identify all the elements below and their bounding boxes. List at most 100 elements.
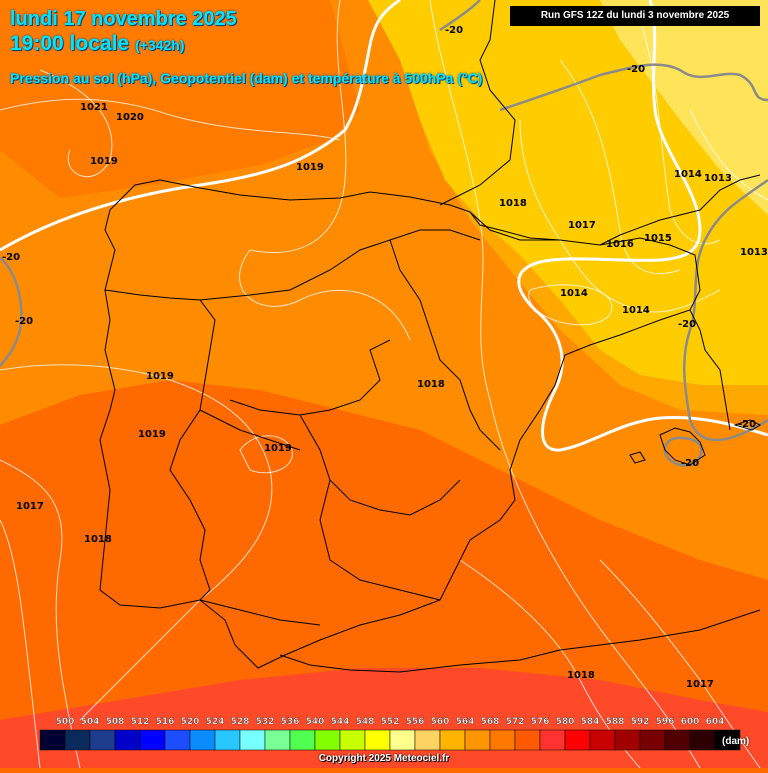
isobar-1017-a [0,519,41,769]
legend-tick-label: 512 [131,717,150,727]
legend-swatch [264,729,291,751]
pressure-label: 1014 [622,305,650,316]
pressure-label: 1018 [499,198,527,209]
local-time: 19:00 locale [10,32,130,55]
legend-tick-label: 540 [306,717,325,727]
legend-tick-label: 592 [631,717,650,727]
legend-tick-label: 584 [581,717,600,727]
legend-tick-label: 548 [356,717,375,727]
legend-tick-label: 556 [406,717,425,727]
legend-swatch [164,729,191,751]
isobar-1019-b [0,364,273,721]
legend-swatch [64,729,91,751]
region-border-5 [199,409,301,451]
temperature-label: -20 [738,419,756,430]
pressure-label: 1019 [296,162,324,173]
pressure-labels: 1021 1020 1019 1019 1019 1019 1019 1018 … [16,102,768,690]
pressure-label: 1021 [80,102,108,113]
legend-tick-label: 580 [556,717,575,727]
legend-tick-label: 508 [106,717,125,727]
lead-time: (+342h) [135,37,185,53]
region-border-3 [199,229,481,301]
legend-swatch [639,729,666,751]
isotherm-north-a [439,0,481,32]
legend-tick-label: 568 [481,717,500,727]
legend-swatch [314,729,341,751]
pressure-label: 1017 [686,679,714,690]
legend-swatch [664,729,691,751]
legend-tick-label: 536 [281,717,300,727]
forecast-time: 19:00 locale (+342h) [10,32,185,56]
legend-tick-label: 528 [231,717,250,727]
legend-tick-label: 532 [256,717,275,727]
legend-tick-label: 588 [606,717,625,727]
legend-swatch [289,729,316,751]
legend-swatch [364,729,391,751]
region-border-2 [299,414,461,516]
legend-tick-label: 604 [706,717,725,727]
legend-swatch [39,729,66,751]
pressure-label: 1018 [567,670,595,681]
legend-tick-label: 520 [181,717,200,727]
legend-tick-label: 564 [456,717,475,727]
region-border-4 [389,239,501,451]
legend-tick-label: 524 [206,717,225,727]
isobar-1018-a [0,459,81,769]
balearic-islands [659,427,706,466]
region-border-6 [319,479,441,601]
pressure-label: 1020 [116,112,144,123]
legend-swatch [614,729,641,751]
legend-swatch [114,729,141,751]
coastlines-borders [99,0,762,673]
pressure-label: 1017 [16,501,44,512]
geopotential-lines [0,0,768,452]
legend-swatch [414,729,441,751]
legend-swatch [189,729,216,751]
isobar-1020 [39,69,113,178]
legend-tick-label: 516 [156,717,175,727]
temperature-label: -20 [2,252,20,263]
legend-swatch [464,729,491,751]
pressure-label: 1013 [740,247,768,258]
legend-swatch [214,729,241,751]
isobar-1016 [559,59,681,275]
pressure-label: 1018 [84,534,112,545]
legend-tick-label: 560 [431,717,450,727]
legend-tick-label: 500 [56,717,75,727]
isotherms [0,0,768,467]
legend-tick-label: 600 [681,717,700,727]
isobar-1019-c [239,435,293,474]
france-coast-west [439,0,516,206]
legend-swatch [89,729,116,751]
temperature-label: -20 [627,64,645,75]
isobar-1018-b [429,0,701,769]
sardinia-coast [689,309,731,431]
legend-swatch [514,729,541,751]
pressure-label: 1019 [264,443,292,454]
isobar-1017-b [519,119,721,313]
legend-swatch [139,729,166,751]
pressure-label: 1019 [138,429,166,440]
legend-swatch [714,729,741,751]
isobar-1019-a [239,0,411,341]
legend-swatch [439,729,466,751]
temperature-label: -20 [15,316,33,327]
isotherm-north-b [499,63,768,112]
legend-tick-label: 552 [381,717,400,727]
isobar-1021 [0,98,341,141]
africa-coast [279,609,761,673]
run-info: Run GFS 12Z du lundi 3 novembre 2025 [510,6,760,26]
legend-tick-label: 596 [656,717,675,727]
forecast-date: lundi 17 novembre 2025 [10,8,237,30]
pyrenees-border [469,211,561,241]
legend-swatch [489,729,516,751]
iberia-coastline [99,179,701,669]
legend-swatch [339,729,366,751]
band-556 [600,0,768,215]
band-572-north [0,0,360,198]
pressure-label: 1014 [560,288,588,299]
menorca [733,419,762,431]
legend-swatch [564,729,591,751]
legend-swatch [589,729,616,751]
